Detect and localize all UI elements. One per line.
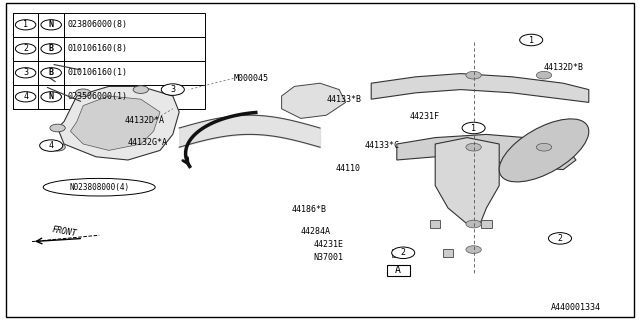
- Circle shape: [466, 220, 481, 228]
- Bar: [13, 61, 205, 85]
- Text: N: N: [49, 20, 54, 29]
- Text: 44231F: 44231F: [410, 112, 440, 121]
- Bar: [481, 220, 492, 228]
- Text: 44110: 44110: [336, 164, 361, 172]
- Text: 44132D*A: 44132D*A: [125, 116, 165, 124]
- Circle shape: [466, 71, 481, 79]
- Circle shape: [133, 86, 148, 93]
- Text: 1: 1: [23, 20, 28, 29]
- Text: 023506000(1): 023506000(1): [67, 92, 127, 101]
- Circle shape: [548, 233, 572, 244]
- Text: 44231E: 44231E: [314, 240, 344, 249]
- Polygon shape: [397, 134, 576, 170]
- Text: N: N: [49, 92, 54, 101]
- Text: A: A: [395, 265, 401, 275]
- Bar: [13, 61, 38, 85]
- Text: N023808000(4): N023808000(4): [69, 183, 129, 192]
- Circle shape: [41, 68, 61, 78]
- Text: 4: 4: [23, 92, 28, 101]
- Bar: [13, 37, 205, 61]
- Bar: [38, 61, 64, 85]
- Circle shape: [41, 44, 61, 54]
- Bar: [38, 85, 64, 109]
- Text: 2: 2: [401, 248, 406, 257]
- Circle shape: [15, 68, 36, 78]
- Circle shape: [41, 92, 61, 102]
- Text: 1: 1: [471, 124, 476, 132]
- Text: N37001: N37001: [314, 253, 344, 262]
- Bar: [13, 13, 205, 37]
- Circle shape: [15, 92, 36, 102]
- Text: 4: 4: [49, 141, 54, 150]
- Bar: [430, 220, 440, 228]
- Circle shape: [41, 20, 61, 30]
- Polygon shape: [58, 86, 179, 160]
- Ellipse shape: [499, 119, 589, 182]
- Bar: [13, 37, 38, 61]
- Text: 44132D*B: 44132D*B: [544, 63, 584, 72]
- Text: 44133*B: 44133*B: [326, 95, 362, 104]
- Circle shape: [466, 246, 481, 253]
- Ellipse shape: [43, 179, 155, 196]
- Circle shape: [462, 122, 485, 134]
- Polygon shape: [435, 138, 499, 224]
- Text: 010106160(1): 010106160(1): [67, 68, 127, 77]
- Bar: [38, 13, 64, 37]
- Text: N023808000(4): N023808000(4): [64, 180, 129, 188]
- Bar: [387, 265, 410, 276]
- Circle shape: [536, 71, 552, 79]
- Text: 3: 3: [170, 85, 175, 94]
- Text: 2: 2: [23, 44, 28, 53]
- Text: A440001334: A440001334: [550, 303, 600, 312]
- Bar: [13, 13, 38, 37]
- Text: 44132G*A: 44132G*A: [128, 138, 168, 147]
- Text: 44284A: 44284A: [301, 228, 331, 236]
- Circle shape: [40, 140, 63, 151]
- Text: 1: 1: [529, 36, 534, 44]
- Text: 023806000(8): 023806000(8): [67, 20, 127, 29]
- Circle shape: [50, 143, 65, 151]
- Circle shape: [76, 89, 91, 97]
- Text: 010106160(8): 010106160(8): [67, 44, 127, 53]
- Text: 44133*C: 44133*C: [365, 141, 400, 150]
- Circle shape: [520, 34, 543, 46]
- Circle shape: [15, 44, 36, 54]
- Circle shape: [392, 247, 415, 259]
- Text: 3: 3: [23, 68, 28, 77]
- Circle shape: [15, 20, 36, 30]
- Bar: [13, 85, 205, 109]
- Circle shape: [536, 143, 552, 151]
- Circle shape: [466, 143, 481, 151]
- Text: B: B: [49, 68, 54, 77]
- Bar: [38, 37, 64, 61]
- Text: 2: 2: [557, 234, 563, 243]
- Bar: [13, 85, 38, 109]
- Text: M000045: M000045: [234, 74, 269, 83]
- Polygon shape: [371, 74, 589, 102]
- Text: B: B: [49, 44, 54, 53]
- Circle shape: [161, 84, 184, 95]
- Bar: [443, 249, 453, 257]
- Polygon shape: [282, 83, 346, 118]
- Bar: [392, 249, 402, 257]
- Text: FRONT: FRONT: [51, 225, 77, 239]
- Polygon shape: [70, 96, 160, 150]
- Circle shape: [50, 124, 65, 132]
- Text: 44186*B: 44186*B: [291, 205, 326, 214]
